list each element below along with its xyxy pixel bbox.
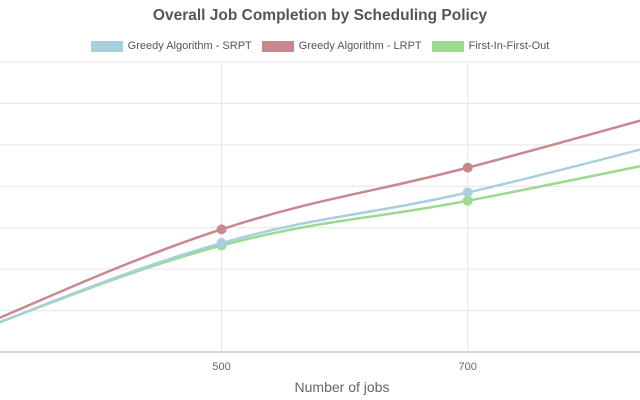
legend-item-fifo[interactable]: First-In-First-Out [431,40,550,52]
data-point-lrpt[interactable] [462,162,473,173]
x-axis-title: Number of jobs [295,379,390,395]
data-point-srpt[interactable] [216,238,227,249]
legend-item-lrpt[interactable]: Greedy Algorithm - LRPT [261,40,422,52]
series-line-srpt [0,148,640,324]
series-lines [0,119,640,324]
legend-label-lrpt: Greedy Algorithm - LRPT [298,40,422,52]
chart-title: Overall Job Completion by Scheduling Pol… [152,7,488,24]
legend-swatch-lrpt [261,40,294,52]
data-points [216,162,473,251]
legend-swatch-fifo [431,40,464,52]
x-tick-label: 500 [212,361,230,373]
gridlines [0,61,640,353]
legend-label-srpt: Greedy Algorithm - SRPT [127,40,252,52]
x-tick-label: 700 [459,361,477,373]
data-point-lrpt[interactable] [216,224,227,235]
legend-label-fifo: First-In-First-Out [468,40,550,52]
series-line-fifo [0,164,640,324]
data-point-srpt[interactable] [462,187,473,198]
tick-labels: 500 700 [212,361,477,373]
data-point-fifo[interactable] [462,195,473,206]
legend-swatch-srpt [90,40,123,52]
legend: Greedy Algorithm - SRPT Greedy Algorithm… [0,40,640,52]
legend-item-srpt[interactable]: Greedy Algorithm - SRPT [90,40,252,52]
series-line-lrpt [0,119,640,320]
